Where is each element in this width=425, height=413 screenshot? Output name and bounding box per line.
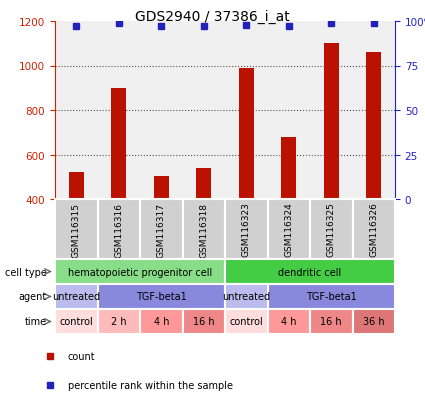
Bar (239, 69, 254, 199)
Bar (182, 309, 225, 334)
Text: GDS2940 / 37386_i_at: GDS2940 / 37386_i_at (135, 10, 290, 24)
Bar (366, 53, 381, 199)
Text: 4 h: 4 h (153, 317, 169, 327)
Bar (111, 88, 126, 199)
Bar (225, 259, 395, 284)
Bar (225, 284, 267, 309)
Text: GSM116326: GSM116326 (369, 202, 378, 257)
Text: time: time (24, 317, 46, 327)
Bar (281, 138, 296, 199)
Text: untreated: untreated (52, 292, 100, 302)
Text: 16 h: 16 h (193, 317, 215, 327)
Bar (140, 309, 182, 334)
Text: GSM116317: GSM116317 (157, 202, 166, 257)
Bar (55, 284, 97, 309)
Bar (310, 309, 352, 334)
Text: GSM116318: GSM116318 (199, 202, 208, 257)
Text: percentile rank within the sample: percentile rank within the sample (68, 380, 233, 390)
Text: dendritic cell: dendritic cell (278, 267, 342, 277)
Text: TGF-beta1: TGF-beta1 (306, 292, 357, 302)
Bar (154, 176, 169, 199)
Text: GSM116316: GSM116316 (114, 202, 123, 257)
Text: GSM116324: GSM116324 (284, 202, 293, 257)
Bar (97, 284, 225, 309)
Bar (352, 309, 395, 334)
Text: control: control (60, 317, 93, 327)
Text: GSM116315: GSM116315 (72, 202, 81, 257)
Bar (97, 199, 140, 259)
Bar (97, 309, 140, 334)
Text: agent: agent (18, 292, 46, 302)
Bar (324, 44, 339, 199)
Text: 36 h: 36 h (363, 317, 385, 327)
Text: cell type: cell type (5, 267, 46, 277)
Text: hematopoietic progenitor cell: hematopoietic progenitor cell (68, 267, 212, 277)
Bar (225, 199, 267, 259)
Bar (55, 309, 97, 334)
Bar (55, 259, 225, 284)
Text: TGF-beta1: TGF-beta1 (136, 292, 187, 302)
Bar (310, 199, 352, 259)
Bar (69, 173, 84, 199)
Bar (140, 199, 182, 259)
Text: count: count (68, 351, 96, 361)
Text: GSM116325: GSM116325 (327, 202, 336, 257)
Text: 4 h: 4 h (281, 317, 297, 327)
Bar (225, 309, 267, 334)
Text: 16 h: 16 h (320, 317, 342, 327)
Text: 2 h: 2 h (111, 317, 127, 327)
Text: untreated: untreated (222, 292, 270, 302)
Bar (267, 284, 395, 309)
Bar (267, 199, 310, 259)
Bar (55, 199, 97, 259)
Bar (182, 199, 225, 259)
Text: control: control (230, 317, 263, 327)
Bar (352, 199, 395, 259)
Bar (267, 309, 310, 334)
Text: GSM116323: GSM116323 (242, 202, 251, 257)
Bar (196, 169, 211, 199)
